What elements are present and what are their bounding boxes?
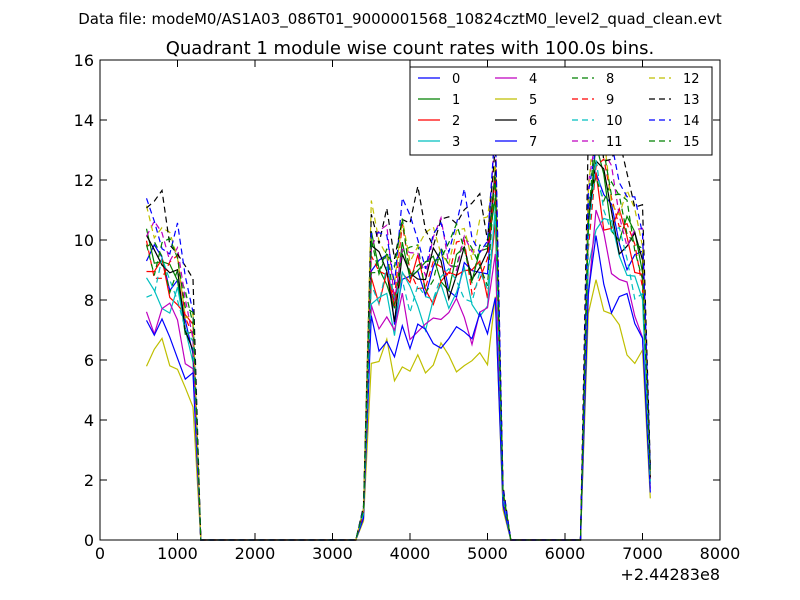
chart-title: Quadrant 1 module wise count rates with … bbox=[166, 38, 655, 59]
legend-label-6: 6 bbox=[529, 114, 537, 129]
data-file-title: Data file: modeM0/AS1A03_086T01_90000015… bbox=[78, 10, 722, 29]
x-tick-label: 2000 bbox=[235, 544, 276, 563]
x-tick-label: 7000 bbox=[622, 544, 663, 563]
x-tick-label: 6000 bbox=[545, 544, 586, 563]
x-tick-label: 0 bbox=[95, 544, 105, 563]
x-tick-label: 4000 bbox=[390, 544, 431, 563]
x-tick-label: 8000 bbox=[700, 544, 741, 563]
y-tick-label: 12 bbox=[74, 171, 94, 190]
legend-label-10: 10 bbox=[606, 114, 623, 129]
y-tick-label: 4 bbox=[84, 411, 94, 430]
legend-label-8: 8 bbox=[606, 72, 614, 87]
y-tick-label: 2 bbox=[84, 471, 94, 490]
x-offset-label: +2.44283e8 bbox=[620, 565, 720, 584]
legend-box bbox=[409, 66, 713, 156]
legend-label-15: 15 bbox=[683, 135, 700, 150]
legend-label-5: 5 bbox=[529, 93, 537, 108]
y-tick-label: 10 bbox=[74, 231, 94, 250]
legend-label-14: 14 bbox=[683, 114, 700, 129]
legend-label-11: 11 bbox=[606, 135, 623, 150]
x-tick-label: 1000 bbox=[157, 544, 198, 563]
y-tick-label: 16 bbox=[74, 51, 94, 70]
legend-label-4: 4 bbox=[529, 72, 537, 87]
legend-label-9: 9 bbox=[606, 93, 614, 108]
legend-label-0: 0 bbox=[452, 72, 460, 87]
x-tick-label: 3000 bbox=[312, 544, 353, 563]
y-tick-label: 6 bbox=[84, 351, 94, 370]
y-tick-label: 8 bbox=[84, 291, 94, 310]
legend-label-12: 12 bbox=[683, 72, 700, 87]
y-tick-label: 0 bbox=[84, 531, 94, 550]
legend-label-1: 1 bbox=[452, 93, 460, 108]
x-tick-label: 5000 bbox=[467, 544, 508, 563]
y-tick-label: 14 bbox=[74, 111, 94, 130]
legend-label-13: 13 bbox=[683, 93, 700, 108]
legend-label-2: 2 bbox=[452, 114, 460, 129]
legend-label-7: 7 bbox=[529, 135, 537, 150]
x-axis: 0 1000 2000 3000 4000 5000 6000 7000 8000 bbox=[95, 60, 740, 563]
legend-label-3: 3 bbox=[452, 135, 460, 150]
